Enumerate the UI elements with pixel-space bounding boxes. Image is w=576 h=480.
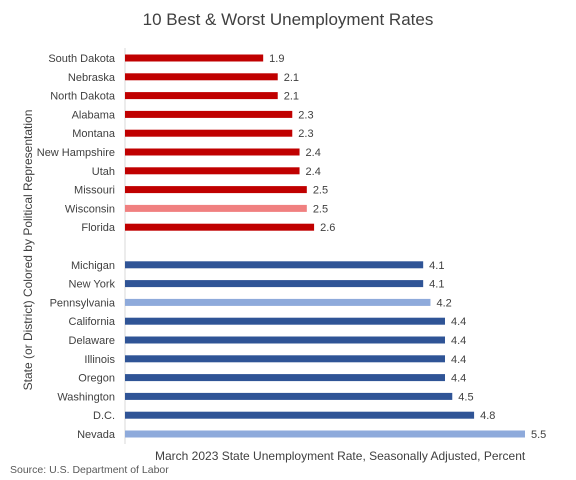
data-label: 5.5 bbox=[531, 429, 546, 441]
category-label: Oregon bbox=[78, 373, 115, 385]
bar bbox=[125, 430, 525, 438]
data-label: 4.1 bbox=[429, 260, 444, 272]
category-label: Utah bbox=[92, 166, 115, 178]
bar bbox=[125, 411, 475, 419]
chart-title: 10 Best & Worst Unemployment Rates bbox=[142, 10, 434, 29]
category-label: New York bbox=[69, 279, 116, 291]
data-label: 2.4 bbox=[306, 147, 321, 159]
category-label: North Dakota bbox=[50, 91, 116, 103]
bar bbox=[125, 261, 424, 269]
data-label: 1.9 bbox=[269, 53, 284, 65]
bar bbox=[125, 280, 424, 288]
category-label: D.C. bbox=[93, 410, 115, 422]
category-label: Pennsylvania bbox=[50, 297, 116, 309]
data-label: 4.4 bbox=[451, 335, 466, 347]
data-label: 4.8 bbox=[480, 410, 495, 422]
bar bbox=[125, 167, 300, 175]
data-label: 2.1 bbox=[284, 72, 299, 84]
bar bbox=[125, 73, 278, 81]
category-label: Delaware bbox=[69, 335, 115, 347]
data-label: 2.5 bbox=[313, 185, 328, 197]
bar bbox=[125, 355, 445, 363]
bar bbox=[125, 148, 300, 156]
bar bbox=[125, 336, 445, 344]
data-label: 4.1 bbox=[429, 279, 444, 291]
category-label: Missouri bbox=[74, 185, 115, 197]
category-label: Illinois bbox=[84, 354, 115, 366]
category-label: South Dakota bbox=[48, 53, 116, 65]
data-label: 2.6 bbox=[320, 222, 335, 234]
category-label: Montana bbox=[72, 128, 116, 140]
bar bbox=[125, 374, 445, 382]
bar bbox=[125, 54, 264, 62]
bar bbox=[125, 129, 293, 137]
data-label: 2.4 bbox=[306, 166, 321, 178]
data-label: 4.4 bbox=[451, 316, 466, 328]
bar bbox=[125, 186, 307, 194]
data-label: 2.1 bbox=[284, 91, 299, 103]
data-label: 2.5 bbox=[313, 203, 328, 215]
category-label: Michigan bbox=[71, 260, 115, 272]
bar bbox=[125, 298, 431, 306]
category-label: California bbox=[69, 316, 116, 328]
bar bbox=[125, 317, 445, 325]
data-label: 4.4 bbox=[451, 373, 466, 385]
bar bbox=[125, 92, 278, 100]
data-label: 4.5 bbox=[458, 391, 473, 403]
category-label: Wisconsin bbox=[65, 203, 115, 215]
source-note: Source: U.S. Department of Labor bbox=[10, 464, 169, 476]
data-label: 2.3 bbox=[298, 109, 313, 121]
bar bbox=[125, 223, 315, 231]
x-axis-label: March 2023 State Unemployment Rate, Seas… bbox=[155, 449, 526, 463]
category-label: New Hampshire bbox=[37, 147, 115, 159]
data-label: 4.2 bbox=[436, 297, 451, 309]
bar bbox=[125, 392, 453, 400]
category-label: Alabama bbox=[72, 109, 116, 121]
data-label: 2.3 bbox=[298, 128, 313, 140]
category-label: Nebraska bbox=[68, 72, 116, 84]
category-label: Washington bbox=[57, 391, 115, 403]
data-label: 4.4 bbox=[451, 354, 466, 366]
bar bbox=[125, 110, 293, 118]
bar bbox=[125, 204, 307, 212]
category-label: Nevada bbox=[77, 429, 116, 441]
category-label: Florida bbox=[81, 222, 116, 234]
